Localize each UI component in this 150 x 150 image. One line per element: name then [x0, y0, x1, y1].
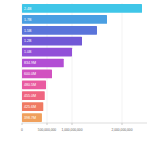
- data-label: 1.5B: [24, 29, 32, 33]
- bar: [22, 91, 45, 100]
- data-label: 425.6M: [24, 105, 36, 109]
- tick-label: 0: [21, 128, 23, 132]
- data-label: 455.0M: [24, 94, 36, 98]
- bar: [22, 102, 43, 111]
- data-label: 1.0B: [24, 50, 32, 54]
- bar: [22, 15, 107, 24]
- grid-line: [122, 3, 123, 123]
- tick-mark: [72, 123, 73, 125]
- chart: 0 500,000,000 1,000,000,000 2,000,000,000 2.…: [0, 0, 150, 150]
- tick-label: 2,000,000,000: [111, 128, 132, 132]
- tick-label: 500,000,000: [38, 128, 57, 132]
- bars: [22, 4, 142, 122]
- x-axis: [22, 123, 147, 124]
- data-label: 480.5M: [24, 83, 36, 87]
- data-label: 1.2B: [24, 39, 32, 43]
- tick-mark: [22, 123, 23, 125]
- data-label: 834.9M: [24, 61, 36, 65]
- bar: [22, 26, 97, 35]
- tick-label: 1,000,000,000: [61, 128, 82, 132]
- tick-mark: [122, 123, 123, 125]
- bar: [22, 113, 42, 122]
- data-label: 1.7B: [24, 18, 32, 22]
- bar: [22, 59, 64, 68]
- data-label: 600.0M: [24, 72, 36, 76]
- data-label: 398.7M: [24, 116, 36, 120]
- bar: [22, 4, 142, 13]
- bar: [22, 48, 72, 57]
- bar: [22, 70, 52, 79]
- tick-mark: [47, 123, 48, 125]
- data-label: 2.4B: [24, 7, 32, 11]
- bar: [22, 37, 82, 46]
- bar: [22, 80, 46, 89]
